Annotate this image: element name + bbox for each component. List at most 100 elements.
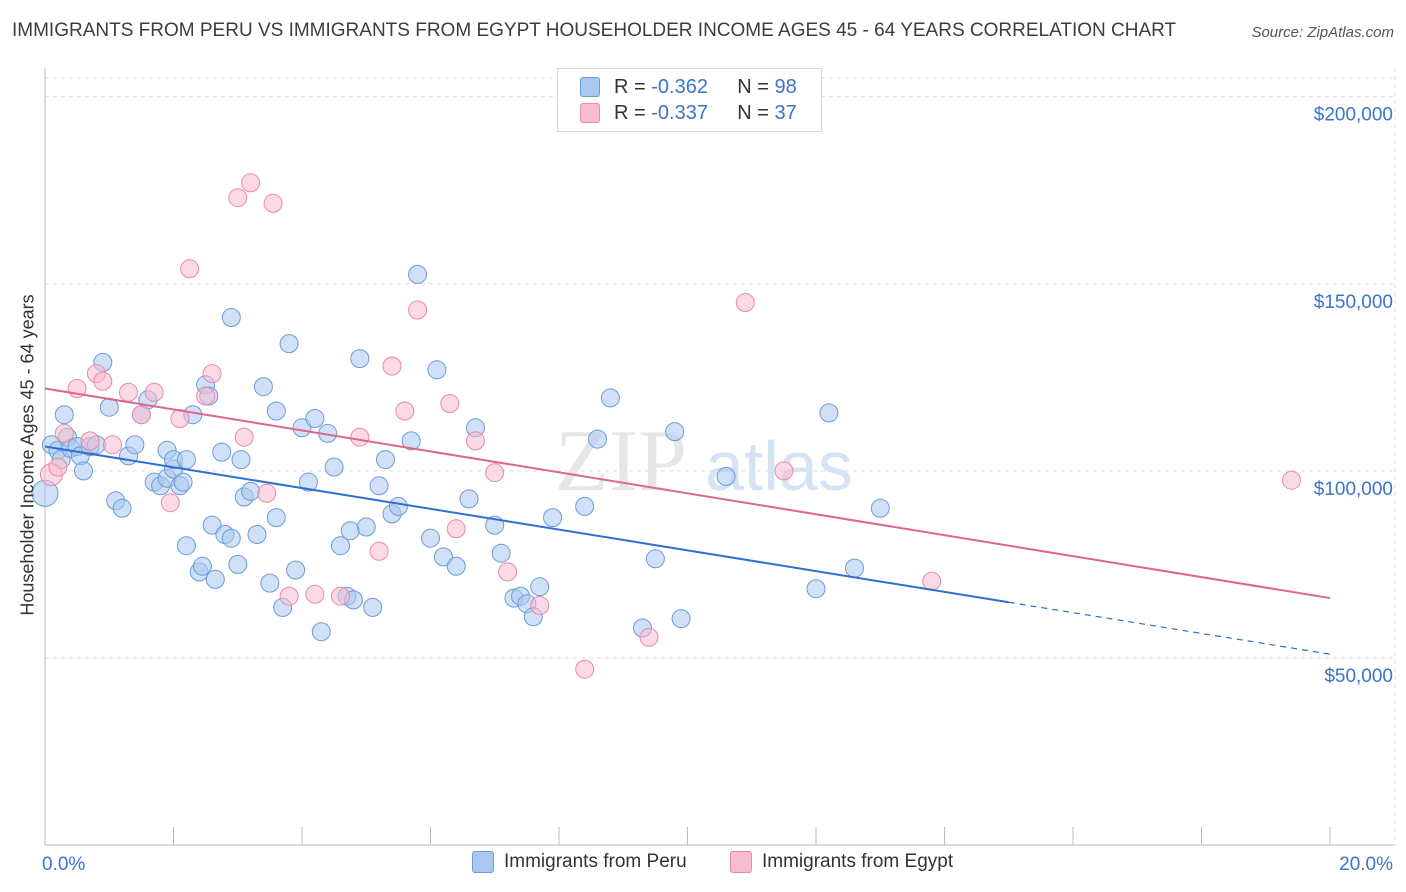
egypt-point bbox=[196, 386, 216, 406]
y-tick-label: $100,000 bbox=[1314, 479, 1393, 500]
peru-point bbox=[716, 467, 736, 486]
chart-title: IMMIGRANTS FROM PERU VS IMMIGRANTS FROM … bbox=[12, 20, 1177, 41]
bottom-peru-label: Immigrants from Peru bbox=[504, 851, 687, 872]
egypt-point bbox=[369, 541, 389, 561]
peru-r-label: R = bbox=[614, 75, 646, 98]
peru-point bbox=[253, 377, 273, 397]
egypt-point bbox=[131, 405, 151, 425]
egypt-point bbox=[257, 483, 277, 503]
egypt-point bbox=[639, 627, 659, 647]
correlation-legend: R = -0.362 N = 98 R = -0.337 N = 37 bbox=[557, 68, 822, 132]
egypt-point bbox=[350, 427, 370, 447]
egypt-point bbox=[180, 259, 200, 279]
peru-point bbox=[125, 435, 145, 455]
peru-point bbox=[212, 442, 232, 462]
peru-point bbox=[292, 418, 312, 438]
peru-point bbox=[433, 547, 453, 567]
bottom-legend-peru: Immigrants from Peru bbox=[472, 851, 687, 873]
peru-point bbox=[427, 360, 447, 380]
peru-point bbox=[870, 498, 890, 518]
egypt-point bbox=[202, 364, 222, 384]
peru-point bbox=[241, 481, 261, 501]
peru-point bbox=[176, 536, 196, 556]
peru-point bbox=[221, 308, 241, 327]
peru-point bbox=[331, 536, 350, 556]
egypt-point bbox=[305, 584, 325, 604]
peru-swatch bbox=[580, 77, 600, 97]
peru-point bbox=[806, 579, 826, 599]
y-tick-label: $200,000 bbox=[1314, 105, 1393, 126]
peru-point bbox=[324, 457, 344, 477]
egypt-point bbox=[234, 427, 254, 447]
x-tick-label: 0.0% bbox=[42, 854, 85, 875]
egypt-point bbox=[485, 463, 505, 483]
peru-point bbox=[112, 498, 132, 518]
peru-point bbox=[286, 560, 306, 580]
peru-point bbox=[205, 569, 225, 589]
peru-n-value: 98 bbox=[774, 75, 797, 98]
peru-point bbox=[298, 472, 318, 492]
egypt-r-label: R = bbox=[614, 101, 646, 124]
axes bbox=[44, 68, 1395, 846]
peru-point bbox=[388, 496, 408, 516]
peru-point bbox=[74, 461, 93, 481]
peru-point bbox=[421, 528, 440, 548]
egypt-point bbox=[160, 493, 180, 513]
peru-point bbox=[279, 334, 299, 354]
peru-n-label: N = bbox=[737, 75, 769, 98]
peru-point bbox=[845, 558, 864, 578]
egypt-swatch bbox=[580, 103, 600, 123]
peru-point bbox=[819, 403, 839, 423]
peru-point bbox=[459, 489, 479, 509]
peru-point bbox=[176, 450, 196, 470]
peru-point bbox=[356, 517, 376, 537]
egypt-point bbox=[466, 431, 485, 451]
egypt-point bbox=[119, 382, 138, 402]
egypt-point bbox=[144, 382, 164, 402]
x-tick-label: 20.0% bbox=[1339, 854, 1393, 875]
peru-point bbox=[363, 597, 383, 617]
trend-lines bbox=[44, 387, 1331, 655]
tick-labels: $50,000 $100,000 $150,000 $200,000 0.0% 20.0% bbox=[42, 105, 1393, 875]
egypt-point bbox=[93, 371, 113, 391]
peru-point bbox=[530, 577, 550, 597]
peru-point bbox=[266, 401, 286, 421]
source-credit: Source: ZipAtlas.com bbox=[1251, 24, 1394, 41]
egypt-trend-line bbox=[44, 387, 1331, 600]
peru-r-value: -0.362 bbox=[651, 75, 708, 98]
y-tick-label: $150,000 bbox=[1314, 292, 1393, 313]
egypt-point bbox=[103, 435, 122, 455]
peru-point bbox=[305, 409, 325, 428]
egypt-point bbox=[170, 409, 190, 428]
peru-point bbox=[376, 450, 395, 470]
peru-point bbox=[266, 508, 286, 528]
legend-row-peru: R = -0.362 N = 98 bbox=[580, 74, 797, 100]
peru-point bbox=[192, 556, 212, 576]
egypt-point bbox=[575, 659, 595, 679]
peru-point bbox=[401, 431, 421, 451]
peru-trend-line bbox=[44, 445, 1009, 604]
peru-trend-extension bbox=[1008, 601, 1331, 655]
watermark-zip: ZIP bbox=[555, 413, 687, 510]
peru-point bbox=[671, 609, 691, 629]
y-tick-label: $50,000 bbox=[1324, 666, 1393, 687]
egypt-point bbox=[774, 461, 794, 481]
egypt-point bbox=[331, 586, 350, 606]
peru-point bbox=[311, 622, 331, 642]
peru-point bbox=[575, 496, 595, 516]
egypt-point bbox=[80, 431, 100, 451]
egypt-point bbox=[922, 571, 942, 591]
legend-row-egypt: R = -0.337 N = 37 bbox=[580, 100, 797, 126]
peru-point bbox=[369, 476, 389, 496]
peru-point bbox=[202, 515, 222, 535]
egypt-point bbox=[279, 586, 299, 606]
peru-point bbox=[446, 556, 466, 576]
egypt-point bbox=[498, 562, 518, 582]
egypt-point bbox=[440, 394, 460, 413]
peru-point bbox=[588, 429, 607, 449]
egypt-r-value: -0.337 bbox=[651, 101, 708, 124]
egypt-n-value: 37 bbox=[774, 101, 797, 124]
peru-point bbox=[491, 543, 511, 563]
egypt-point bbox=[48, 457, 68, 477]
